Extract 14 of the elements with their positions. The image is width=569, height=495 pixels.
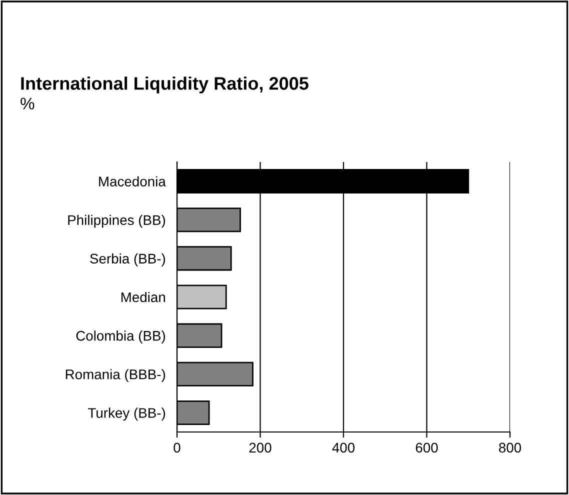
y-tick-label: Median (121, 292, 165, 302)
x-tick-label: 0 (174, 442, 180, 453)
x-tick-label: 600 (416, 442, 438, 453)
y-tick-label: Macedonia (99, 176, 166, 186)
y-tick-label: Philippines (BB) (68, 214, 166, 228)
x-tick-label: 200 (249, 442, 272, 453)
y-tick-label: Colombia (BB) (76, 330, 166, 344)
y-tick-label: Serbia (BB-) (90, 253, 166, 266)
y-tick-label: Romania (BBB-) (66, 369, 166, 382)
x-tick-label: 800 (499, 442, 522, 453)
text: % (20, 98, 34, 110)
y-tick-label: Turkey (BB-) (88, 408, 166, 421)
x-tick-label: 400 (332, 442, 355, 453)
chart-title: International Liquidity Ratio, 2005 (21, 76, 308, 94)
